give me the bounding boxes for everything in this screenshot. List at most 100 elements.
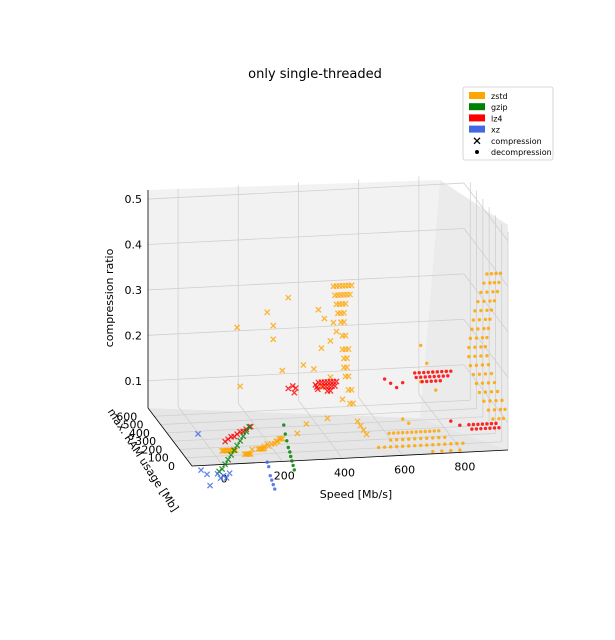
zstd-decompression-point (449, 442, 453, 446)
zstd-decompression-point (483, 344, 488, 349)
zstd-decompression-point (431, 449, 435, 454)
zstd-compression-point (343, 364, 351, 371)
z-tick-label: 0.5 (125, 193, 143, 206)
zstd-decompression-point (388, 438, 393, 442)
lz4-decompression-point (476, 422, 480, 426)
lz4-decompression-point (470, 427, 474, 431)
lz4-compression-point (331, 383, 339, 390)
grid-line-y (173, 424, 490, 442)
gzip-decompression-point (282, 423, 286, 427)
grid-line-x (298, 400, 343, 459)
gzip-decompression-point (289, 454, 293, 459)
zstd-decompression-point (419, 343, 423, 348)
zstd-decompression-point (498, 271, 503, 275)
lz4-compression-point (285, 385, 292, 392)
zstd-decompression-point (489, 272, 494, 276)
lz4-decompression-point (494, 421, 498, 426)
grid-line-z (463, 182, 509, 242)
legend: zstd gzip lz4 xz compression decompression (462, 86, 554, 161)
gzip-compression-point (240, 433, 247, 440)
zstd-decompression-point (483, 372, 488, 376)
gzip-compression-point (228, 451, 235, 458)
zstd-compression-point (279, 367, 286, 374)
zstd-decompression-point (486, 381, 491, 385)
zstd-decompression-point (498, 407, 503, 412)
grid-line-z (147, 364, 465, 382)
x-tick-label: 0 (221, 472, 228, 485)
y-tick-label: 600 (116, 410, 137, 423)
zstd-decompression-point (413, 437, 417, 441)
x-tick-label: 600 (394, 463, 415, 476)
zstd-compression-point (342, 332, 349, 339)
zstd-decompression-point (477, 372, 482, 376)
legend-label: compression (491, 137, 542, 146)
gzip-decompression-point (291, 463, 295, 468)
lz4-decompression-point (474, 427, 479, 431)
zstd-decompression-point (501, 416, 506, 421)
zstd-compression-point (277, 435, 284, 442)
lz4-decompression-point (479, 426, 483, 431)
zstd-decompression-point (437, 435, 441, 440)
lz4-decompression-point (438, 379, 442, 383)
zstd-compression-point (342, 300, 349, 307)
y-tick-label: 300 (135, 435, 156, 448)
right-pane (420, 180, 508, 450)
gzip-legend-swatch (469, 103, 485, 111)
zstd-decompression-point (480, 363, 485, 367)
zstd-compression-point (360, 427, 367, 434)
lz4-decompression-point (483, 426, 488, 431)
zstd-decompression-point (468, 363, 473, 368)
zstd-decompression-point (491, 290, 495, 294)
zstd-decompression-point (419, 436, 423, 441)
lz4-decompression-point (489, 421, 494, 426)
lz4-decompression-point (423, 375, 427, 379)
lz4-legend-swatch (469, 114, 485, 122)
floor-pane (148, 408, 508, 466)
zstd-decompression-point (461, 441, 465, 445)
legend-label: decompression (491, 148, 552, 157)
lz4-decompression-point (434, 379, 438, 383)
zstd-decompression-point (492, 408, 497, 412)
zstd-compression-point (357, 422, 364, 429)
zstd-decompression-point (492, 380, 497, 385)
lz4-decompression-point (426, 370, 430, 374)
lz4-decompression-point (420, 379, 424, 384)
zstd-decompression-point (376, 445, 381, 450)
z-tick-label: 0.3 (125, 284, 143, 297)
chart-title: only single-threaded (248, 67, 382, 82)
zstd-compression-point (340, 309, 348, 317)
zstd-decompression-point (431, 443, 435, 447)
zstd-decompression-point (489, 390, 494, 394)
zstd-decompression-point (489, 371, 494, 376)
grid-line-z (147, 318, 465, 336)
zstd-compression-point (346, 291, 354, 298)
lz4-compression-point (314, 386, 321, 393)
zstd-decompression-point (405, 430, 409, 435)
zstd-decompression-point (500, 398, 504, 403)
zstd-decompression-point (449, 448, 453, 453)
zstd-decompression-point (494, 271, 498, 276)
lz4-decompression-point (497, 426, 501, 430)
zstd-decompression-point (482, 299, 486, 304)
gzip-decompression-point (290, 459, 294, 463)
grid-line-y (179, 433, 496, 450)
zstd-decompression-point (419, 443, 423, 448)
gzip-decompression-point (292, 468, 297, 472)
lz4-decompression-point (449, 369, 453, 373)
xz-decompression-point (268, 473, 272, 478)
axes (147, 190, 509, 467)
zstd-decompression-point (437, 429, 441, 433)
zstd-decompression-point (479, 345, 483, 349)
zstd-compression-point (327, 337, 334, 344)
zstd-decompression-point (396, 431, 400, 435)
zstd-compression-point (333, 328, 340, 335)
lz4-decompression-point (488, 426, 492, 430)
data-points (194, 271, 507, 491)
zstd-decompression-point (406, 444, 411, 448)
x-axis-line (191, 449, 509, 467)
lz4-decompression-point (437, 374, 441, 378)
xz-compression-point (206, 482, 214, 489)
zstd-decompression-point (482, 399, 486, 403)
legend-label: lz4 (491, 114, 503, 123)
zstd-decompression-point (425, 361, 429, 365)
